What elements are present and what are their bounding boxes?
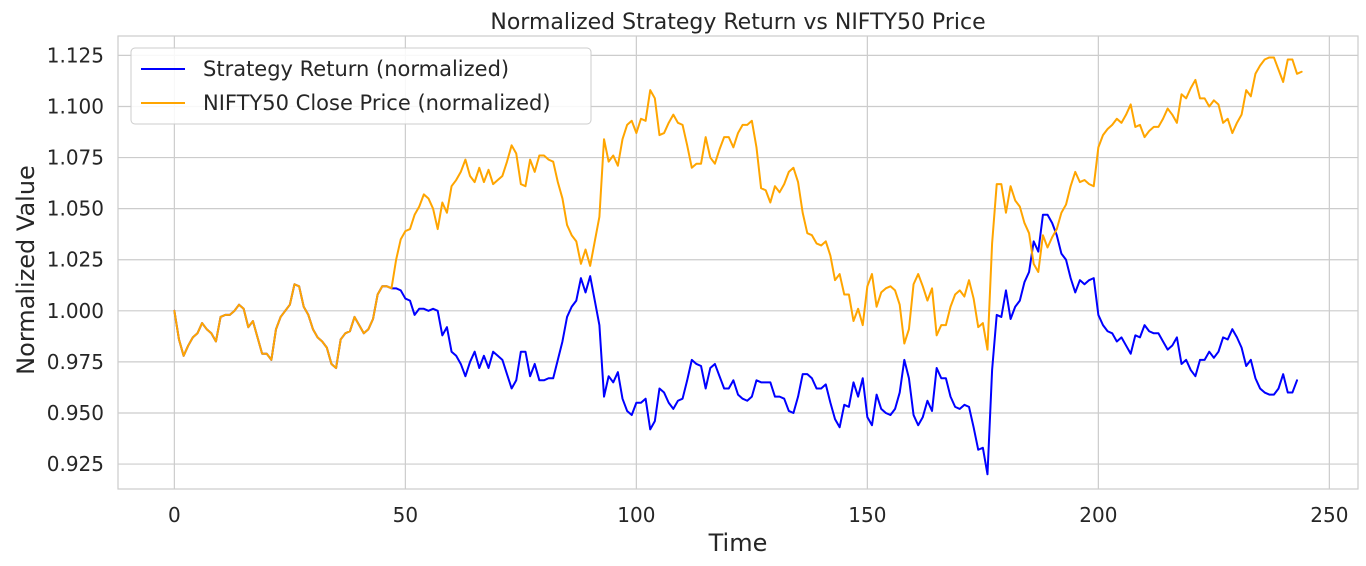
legend-label: NIFTY50 Close Price (normalized) [203, 91, 551, 115]
chart-title: Normalized Strategy Return vs NIFTY50 Pr… [490, 10, 985, 35]
x-axis-ticks: 0 50 100 150 200 250 [168, 503, 1348, 527]
legend-label: Strategy Return (normalized) [203, 57, 509, 81]
x-tick-label: 250 [1310, 503, 1348, 527]
legend: Strategy Return (normalized) NIFTY50 Clos… [130, 47, 592, 125]
legend-box [130, 47, 592, 125]
y-tick-label: 0.950 [47, 401, 104, 425]
x-tick-label: 100 [617, 503, 655, 527]
series-lines [173, 56, 1303, 476]
x-tick-label: 200 [1079, 503, 1117, 527]
y-tick-label: 1.125 [47, 43, 104, 67]
y-tick-label: 0.975 [47, 350, 104, 374]
y-tick-label: 1.025 [47, 248, 104, 272]
axes-frame [117, 35, 1359, 490]
y-axis-ticks: 0.925 0.950 0.975 1.000 1.025 1.050 1.075 1.100… [47, 43, 104, 476]
y-tick-label: 1.075 [47, 146, 104, 170]
y-axis-label: Normalized Value [12, 165, 40, 375]
series-line-2 [173, 56, 1303, 370]
grid [118, 36, 1358, 489]
x-tick-label: 150 [848, 503, 886, 527]
x-tick-label: 50 [393, 503, 418, 527]
y-tick-label: 1.050 [47, 197, 104, 221]
y-tick-label: 0.925 [47, 452, 104, 476]
x-axis-label: Time [708, 529, 768, 557]
y-tick-label: 1.000 [47, 299, 104, 323]
plot-border [117, 35, 1359, 490]
y-tick-label: 1.100 [47, 94, 104, 118]
x-tick-label: 0 [168, 503, 181, 527]
